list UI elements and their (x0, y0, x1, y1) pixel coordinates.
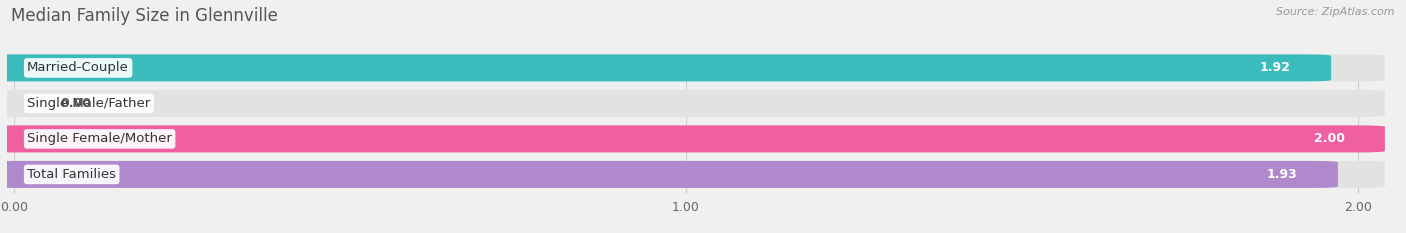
FancyBboxPatch shape (0, 125, 1385, 152)
Text: Source: ZipAtlas.com: Source: ZipAtlas.com (1277, 7, 1395, 17)
Text: Married-Couple: Married-Couple (27, 62, 129, 74)
Text: 2.00: 2.00 (1313, 132, 1344, 145)
FancyBboxPatch shape (0, 161, 1339, 188)
Text: Single Female/Mother: Single Female/Mother (27, 132, 172, 145)
Text: 1.93: 1.93 (1267, 168, 1298, 181)
Text: Median Family Size in Glennville: Median Family Size in Glennville (11, 7, 278, 25)
FancyBboxPatch shape (0, 125, 1385, 152)
Text: 1.92: 1.92 (1260, 62, 1291, 74)
FancyBboxPatch shape (0, 161, 1385, 188)
FancyBboxPatch shape (0, 90, 1385, 117)
Text: Single Male/Father: Single Male/Father (27, 97, 150, 110)
FancyBboxPatch shape (0, 55, 1385, 81)
FancyBboxPatch shape (0, 55, 1331, 81)
Text: 0.00: 0.00 (60, 97, 91, 110)
Text: Total Families: Total Families (27, 168, 117, 181)
